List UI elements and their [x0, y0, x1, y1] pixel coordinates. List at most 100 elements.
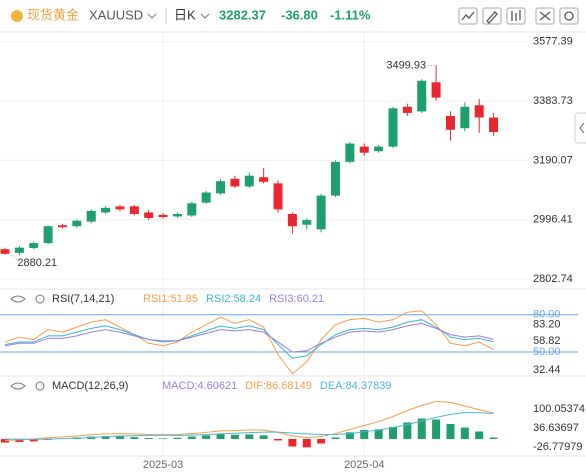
macd-bar — [101, 435, 110, 439]
candle-body — [259, 177, 269, 182]
rsi-line — [4, 322, 494, 353]
macd-bar — [388, 426, 397, 439]
candle-body — [445, 115, 455, 130]
candle-body — [101, 207, 111, 213]
dropdown-caret[interactable] — [200, 13, 210, 19]
fullscreen-button[interactable] — [535, 7, 555, 25]
low-annotation: 2880.21 — [17, 257, 57, 269]
indicator-icon — [461, 11, 475, 21]
macd-line — [4, 412, 494, 440]
period[interactable]: 日K — [174, 7, 196, 22]
macd-bar — [259, 435, 268, 439]
change-pct: -1.11% — [330, 7, 371, 22]
legend-entry: RSI2:58.24 — [206, 293, 261, 305]
legend-entry: RSI3:60.21 — [269, 293, 324, 305]
macd-bar — [245, 434, 254, 439]
y-tick-label: 36.63697 — [533, 422, 579, 434]
candle-body — [417, 80, 427, 112]
legend-entry: MACD:4.60621 — [162, 380, 237, 392]
macd-line — [4, 400, 494, 441]
macd-bar — [115, 436, 124, 439]
macd-bar — [15, 438, 24, 442]
candle-body — [86, 210, 96, 222]
change: -36.80 — [281, 7, 318, 22]
type-icon — [511, 10, 521, 21]
symbol-code[interactable]: XAUUSD — [89, 7, 143, 22]
draw-button[interactable] — [482, 7, 502, 25]
macd-bar — [331, 437, 340, 439]
y-tick-label: 2802.74 — [533, 273, 573, 285]
candle-body — [331, 161, 341, 196]
candle-body — [57, 225, 67, 228]
candle-body — [115, 206, 125, 210]
gear-icon[interactable] — [35, 381, 45, 391]
draw-icon — [486, 11, 498, 24]
type-button[interactable] — [506, 7, 526, 25]
macd-bar — [432, 419, 441, 439]
toolbar — [458, 7, 579, 25]
candle-body — [0, 249, 10, 254]
y-tick-label: 32.44 — [533, 364, 561, 376]
candle-body — [230, 178, 240, 187]
candle-body — [287, 213, 297, 227]
candle-body — [244, 175, 254, 187]
y-tick-label: 50.00 — [533, 346, 561, 358]
y-tick-label: 3577.39 — [533, 36, 573, 48]
candle-body — [431, 82, 441, 98]
macd-bar — [1, 438, 9, 443]
eye-icon[interactable] — [10, 295, 26, 303]
candle-body — [474, 105, 484, 118]
legend-entry: DEA:84.37839 — [320, 380, 392, 392]
y-tick-label: 2996.41 — [533, 214, 573, 226]
macd-bar — [475, 431, 484, 439]
candle-body — [201, 192, 211, 203]
x-tick-label: 2025-03 — [143, 459, 183, 471]
macd-bar — [144, 438, 153, 439]
y-tick-label: 3383.73 — [533, 95, 573, 107]
rsi-line — [4, 310, 494, 375]
candle-body — [43, 226, 53, 244]
candle-body — [489, 117, 499, 133]
candle-body — [345, 143, 355, 162]
settings-button[interactable] — [559, 7, 579, 25]
macd-bar — [489, 437, 498, 439]
eye-icon[interactable] — [10, 382, 26, 390]
candle-body — [14, 247, 24, 253]
macd-bar — [29, 438, 38, 442]
y-tick-label: 83.20 — [533, 319, 561, 331]
candle-body — [316, 195, 326, 230]
price: 3282.37 — [219, 7, 266, 22]
candle-body — [187, 203, 197, 216]
candle-body — [388, 108, 398, 147]
candle-body — [172, 213, 182, 217]
candle-body — [359, 146, 369, 153]
candle-body — [158, 214, 168, 218]
macd-bar — [202, 435, 211, 439]
y-tick-label: 80.00 — [533, 309, 561, 321]
rsi-pane-icons — [10, 294, 45, 391]
y-tick-label: 100.05374 — [533, 403, 585, 415]
candle-body — [216, 181, 226, 194]
candle-body — [302, 220, 312, 225]
symbol-icon — [11, 10, 23, 22]
candle-body — [129, 206, 139, 214]
indicator-button[interactable] — [458, 7, 478, 25]
side-toggle-icon — [579, 122, 585, 134]
legend-entry: DIF:86.68149 — [245, 380, 312, 392]
dropdown-caret[interactable] — [147, 13, 157, 19]
rsi-line — [4, 319, 494, 359]
macd-bar — [159, 438, 168, 439]
y-tick-label: -26.77979 — [533, 441, 583, 453]
x-tick-label: 2025-04 — [344, 459, 384, 471]
macd-bar — [374, 429, 383, 439]
macd-bar — [417, 418, 426, 439]
macd-bar — [345, 432, 354, 439]
symbol-name[interactable]: 现货黄金 — [27, 7, 79, 22]
macd-bar — [460, 427, 469, 439]
macd-bar — [302, 438, 311, 448]
gear-icon[interactable] — [35, 294, 45, 304]
candle-body — [29, 243, 39, 248]
candle-body — [72, 220, 82, 227]
high-annotation: 3499.93 — [386, 59, 426, 71]
